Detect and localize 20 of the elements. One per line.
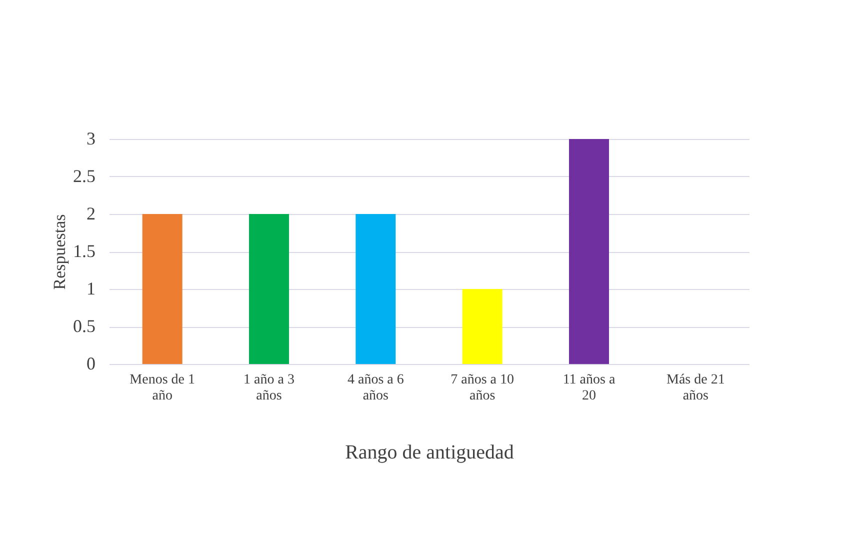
y-tick-label: 3 <box>86 128 96 148</box>
x-tick-label: 11 años a 20 <box>562 372 616 404</box>
x-axis-title: Rango de antiguedad <box>345 442 514 464</box>
x-tick-label: 7 años a 10 años <box>450 372 514 404</box>
y-tick-label: 0.5 <box>73 316 96 336</box>
bar <box>356 214 396 364</box>
x-tick-label: Más de 21 años <box>666 372 725 404</box>
bar <box>249 214 289 364</box>
y-axis-title: Respuestas <box>50 214 69 290</box>
bar <box>569 139 609 364</box>
x-tick-label: Menos de 1 año <box>130 372 195 404</box>
x-tick-label: 4 años a 6 años <box>347 372 404 404</box>
x-tick-label: 1 año a 3 años <box>244 372 294 404</box>
y-tick-label: 2.5 <box>73 166 96 186</box>
y-tick-label: 1 <box>86 278 96 298</box>
bar <box>142 214 182 364</box>
y-tick-label: 1.5 <box>73 241 96 261</box>
y-tick-label: 2 <box>86 204 96 224</box>
bar <box>462 289 502 364</box>
y-tick-label: 0 <box>86 354 96 374</box>
